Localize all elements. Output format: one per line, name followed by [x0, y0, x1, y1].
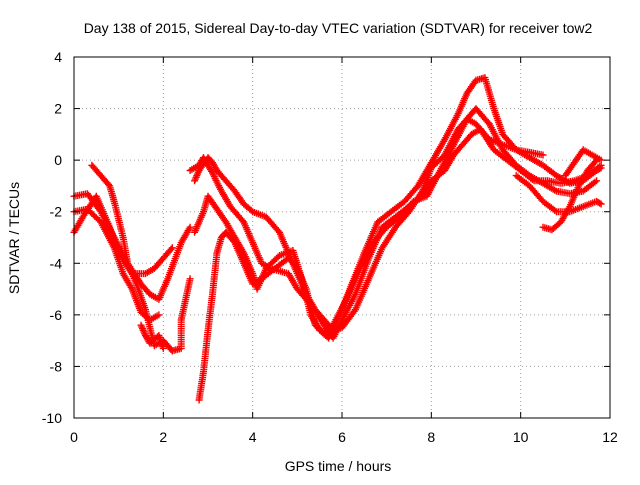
grid	[74, 57, 610, 418]
y-tick-label: -4	[50, 255, 63, 271]
data-layer	[70, 74, 605, 404]
series-markers	[561, 146, 605, 180]
x-tick-label: 6	[338, 429, 346, 445]
x-tick-label: 2	[159, 429, 167, 445]
y-tick-label: -6	[50, 307, 63, 323]
series-markers	[137, 321, 167, 352]
series-markers	[195, 105, 601, 404]
y-tick-label: -8	[50, 358, 63, 374]
y-tick-label: -10	[42, 410, 62, 426]
series-sat-7	[186, 125, 605, 342]
x-tick-label: 0	[70, 429, 78, 445]
x-tick-label: 8	[427, 429, 435, 445]
y-tick-label: -2	[50, 204, 63, 220]
series-sat-9	[195, 105, 601, 404]
series-sat-11	[539, 156, 601, 234]
axes: 0 2 4 6 8 10 12 4 2 0 -2 -4 -6 -8 -10	[42, 49, 618, 445]
series-markers	[186, 125, 605, 342]
series-sat-12	[561, 146, 605, 180]
x-axis-label: GPS time / hours	[285, 458, 392, 474]
series-sat-5	[137, 321, 167, 352]
chart-title: Day 138 of 2015, Sidereal Day-to-day VTE…	[84, 20, 593, 36]
y-tick-label: 2	[54, 101, 62, 117]
series-markers	[512, 172, 605, 216]
x-tick-label: 4	[249, 429, 257, 445]
series-markers	[539, 156, 601, 234]
x-tick-label: 12	[602, 429, 618, 445]
y-axis-label: SDTVAR / TECUs	[6, 182, 22, 294]
y-tick-label: 0	[54, 152, 62, 168]
y-tick-label: 4	[54, 49, 62, 65]
x-tick-label: 10	[513, 429, 529, 445]
series-sat-10	[512, 172, 605, 216]
